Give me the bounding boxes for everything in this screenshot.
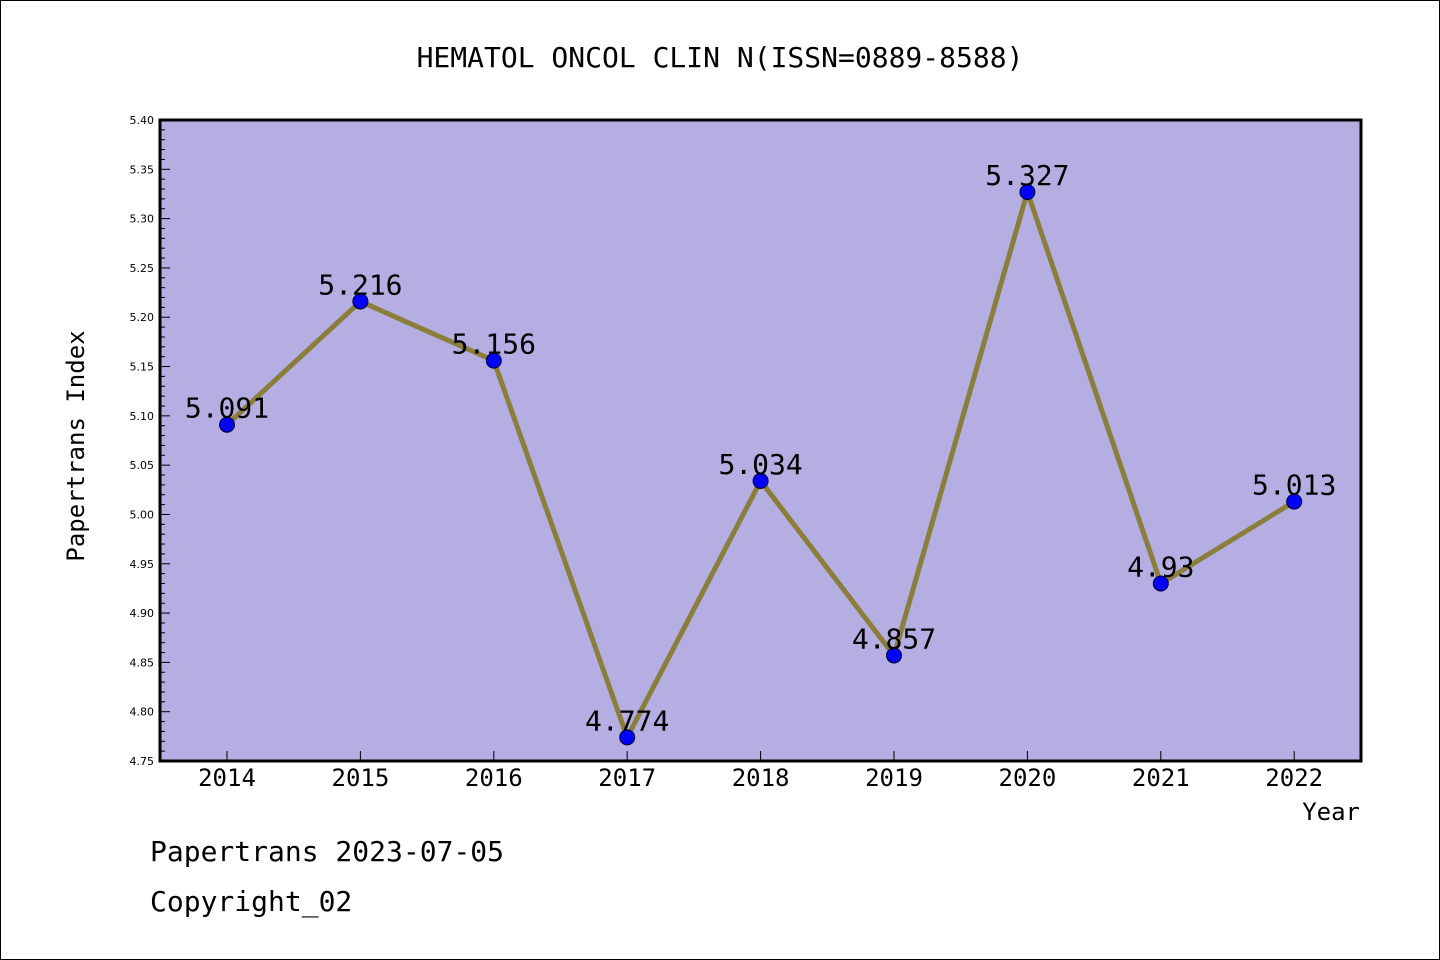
data-label: 5.091 xyxy=(185,392,269,425)
footer-copyright: Copyright_02 xyxy=(150,885,353,918)
x-tick-label: 2021 xyxy=(1132,764,1190,792)
data-point xyxy=(352,293,369,310)
data-label: 5.156 xyxy=(452,328,536,361)
y-tick-label: 5.05 xyxy=(130,459,155,472)
plot-area xyxy=(160,120,1361,761)
plot-border xyxy=(158,118,1363,763)
y-tick-label: 5.00 xyxy=(130,508,155,521)
y-tick-label: 5.35 xyxy=(130,163,155,176)
x-axis-label: Year xyxy=(1302,798,1360,826)
data-label: 5.216 xyxy=(318,268,402,301)
y-axis: 4.75 4.80 4.85 4.90 4.95 5.00 5.05 5.10 5.15 5.20… xyxy=(130,114,170,768)
x-tick-label: 2020 xyxy=(999,764,1057,792)
y-tick-label: 5.40 xyxy=(130,114,155,127)
y-tick-label: 4.85 xyxy=(130,656,155,669)
data-point xyxy=(1286,493,1303,510)
footer-date: Papertrans 2023-07-05 xyxy=(150,835,505,868)
x-tick-label: 2018 xyxy=(732,764,790,792)
data-point xyxy=(1019,183,1036,200)
x-tick-label: 2017 xyxy=(598,764,656,792)
x-tick-label: 2019 xyxy=(865,764,923,792)
x-tick-label: 2015 xyxy=(332,764,390,792)
y-tick-label: 5.15 xyxy=(130,361,155,374)
data-label: 4.774 xyxy=(585,704,669,737)
data-label: 5.034 xyxy=(718,448,802,481)
series-papertrans-index xyxy=(219,183,1303,746)
data-label: 5.013 xyxy=(1252,469,1336,502)
data-point xyxy=(886,647,902,664)
x-axis: 2014 2015 2016 2017 2018 2019 2020 2021 2022 xyxy=(198,751,1323,792)
y-tick-label: 5.25 xyxy=(130,262,155,275)
y-tick-label: 5.20 xyxy=(130,311,155,324)
data-point xyxy=(752,472,769,489)
chart-title: HEMATOL ONCOL CLIN N(ISSN=0889-8588) xyxy=(417,41,1024,74)
data-labels: 5.091 5.216 5.156 4.774 5.034 4.857 5.327 4.93 5… xyxy=(185,159,1336,737)
data-point xyxy=(485,352,502,369)
y-tick-label: 4.95 xyxy=(130,558,155,571)
data-point xyxy=(619,729,636,746)
data-label: 4.857 xyxy=(852,622,936,655)
y-axis-label: Papertrans Index xyxy=(62,330,90,561)
y-tick-label: 4.80 xyxy=(130,706,155,719)
y-tick-label: 5.10 xyxy=(130,410,155,423)
data-point xyxy=(219,416,235,433)
y-tick-label: 4.90 xyxy=(130,607,155,620)
x-tick-label: 2014 xyxy=(198,764,256,792)
data-label: 4.93 xyxy=(1127,550,1194,583)
x-tick-label: 2016 xyxy=(465,764,523,792)
data-label: 5.327 xyxy=(985,159,1069,192)
data-point xyxy=(1152,575,1169,592)
y-tick-label: 4.75 xyxy=(130,755,155,768)
x-tick-label: 2022 xyxy=(1265,764,1323,792)
y-tick-label: 5.30 xyxy=(130,213,155,226)
